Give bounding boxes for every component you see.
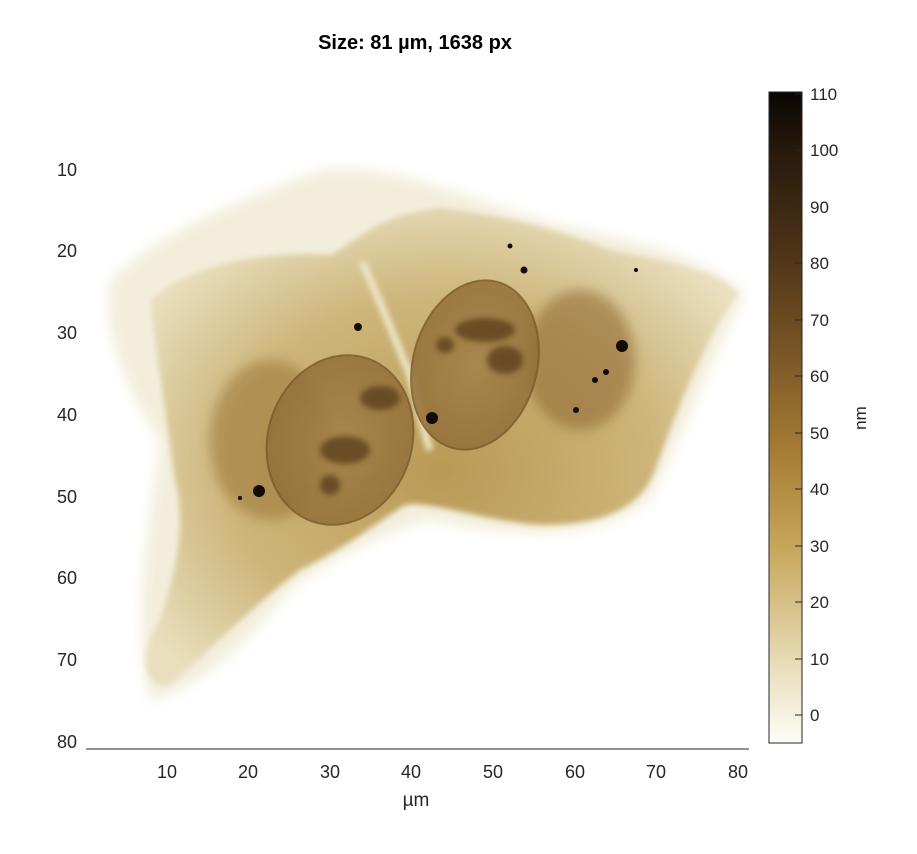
colorbar-tick-label: 90 [810, 198, 829, 217]
colorbar-tick-label: 20 [810, 593, 829, 612]
afm-image [86, 88, 749, 749]
y-tick-label: 40 [57, 405, 77, 425]
x-tick-label: 10 [157, 762, 177, 782]
x-tick-labels: 10 20 30 40 50 60 70 80 [157, 762, 748, 782]
colorbar: 110 100 90 80 70 60 50 40 30 20 10 0 nm [768, 85, 870, 744]
x-tick-label: 30 [320, 762, 340, 782]
chromatin [320, 318, 523, 495]
colorbar-tick-label: 10 [810, 650, 829, 669]
y-tick-label: 60 [57, 568, 77, 588]
x-tick-label: 50 [483, 762, 503, 782]
colorbar-gradient [768, 91, 803, 744]
colorbar-tick-label: 50 [810, 424, 829, 443]
colorbar-unit-label: nm [851, 406, 870, 430]
colorbar-tick-label: 40 [810, 480, 829, 499]
colorbar-tick-label: 0 [810, 706, 819, 725]
x-tick-label: 40 [401, 762, 421, 782]
x-tick-label: 70 [646, 762, 666, 782]
colorbar-tick-label: 100 [810, 141, 838, 160]
perinuclear-right [525, 290, 635, 430]
particles [238, 243, 638, 500]
colorbar-tick-label: 80 [810, 254, 829, 273]
y-tick-label: 10 [57, 160, 77, 180]
y-tick-label: 80 [57, 732, 77, 752]
colorbar-tick-label: 30 [810, 537, 829, 556]
colorbar-tick-label: 60 [810, 367, 829, 386]
x-tick-label: 20 [238, 762, 258, 782]
page-title: Size: 81 µm, 1638 px [318, 32, 512, 54]
colorbar-tick-label: 110 [810, 85, 837, 104]
x-tick-label: 80 [728, 762, 748, 782]
y-tick-labels: 10 20 30 40 50 60 70 80 [57, 160, 77, 752]
y-tick-label: 30 [57, 323, 77, 343]
y-tick-label: 70 [57, 650, 77, 670]
colorbar-tick-label: 70 [810, 311, 829, 330]
y-tick-label: 50 [57, 487, 77, 507]
x-tick-label: 60 [565, 762, 585, 782]
y-tick-label: 20 [57, 241, 77, 261]
colorbar-ticks [795, 93, 802, 716]
x-axis-label: µm [403, 790, 430, 811]
